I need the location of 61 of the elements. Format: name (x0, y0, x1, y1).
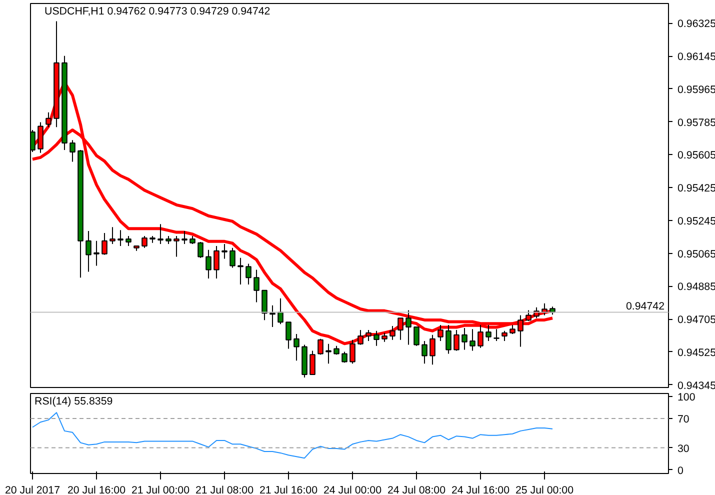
candlestick (486, 324, 492, 342)
candlestick (406, 310, 412, 346)
candlestick (462, 327, 468, 350)
candlestick (46, 112, 52, 128)
candlestick (182, 230, 188, 244)
candlestick (374, 330, 380, 346)
x-tick-label: 24 Jul 16:00 (451, 484, 510, 495)
candlestick (310, 350, 316, 376)
x-tick-label: 20 Jul 2017 (4, 484, 60, 495)
candlestick (262, 290, 268, 321)
x-tick-label: 24 Jul 08:00 (387, 484, 446, 495)
candlestick (70, 140, 76, 162)
candlestick (542, 302, 548, 316)
x-tick-label: 20 Jul 16:00 (67, 484, 126, 495)
y-tick-label: 70 (678, 413, 690, 426)
candlestick (286, 322, 292, 350)
y-tick-label: 30 (678, 442, 690, 455)
x-tick-label: 24 Jul 00:00 (323, 484, 382, 495)
candlestick (414, 326, 420, 346)
candlestick (422, 340, 428, 364)
candlestick (142, 235, 148, 248)
candlestick (294, 334, 300, 362)
candlestick (278, 298, 284, 325)
candlestick (86, 230, 92, 272)
candlestick (254, 269, 260, 303)
chart-title: USDCHF,H1 0.94762 0.94773 0.94729 0.94742 (44, 6, 270, 18)
candlestick (158, 224, 164, 244)
candlestick (502, 330, 508, 342)
x-tick-label: 25 Jul 00:00 (515, 484, 574, 495)
x-tick-label: 21 Jul 16:00 (259, 484, 318, 495)
candlestick (174, 235, 180, 258)
line-series (32, 412, 553, 459)
candlestick (214, 245, 220, 279)
candlestick (246, 263, 252, 286)
y-tick-label: 0 (678, 464, 684, 477)
candlestick (430, 334, 436, 366)
candlestick (126, 235, 132, 246)
candlestick (366, 329, 372, 342)
candlestick (94, 240, 100, 266)
candlestick (118, 230, 124, 246)
candlestick (110, 226, 116, 244)
candlestick (102, 232, 108, 256)
x-tick-label: 21 Jul 08:00 (195, 484, 254, 495)
y-tick-label: 100 (678, 391, 696, 404)
x-tick-label: 21 Jul 00:00 (131, 484, 190, 495)
candlestick (238, 257, 244, 286)
candlestick (494, 328, 500, 342)
candlestick (470, 328, 476, 352)
candlestick (446, 324, 452, 354)
candlestick (198, 241, 204, 258)
candlestick (206, 249, 212, 279)
candlestick (326, 343, 332, 364)
candlestick (438, 324, 444, 342)
chart-title: RSI(14) 55.8359 (34, 396, 113, 408)
ref-line-label: 0.94742 (626, 300, 665, 312)
candlestick (318, 338, 324, 356)
candlestick (526, 310, 532, 322)
candlestick (222, 243, 228, 260)
candlestick (38, 122, 44, 154)
candlestick (390, 325, 396, 340)
candlestick (230, 247, 236, 268)
